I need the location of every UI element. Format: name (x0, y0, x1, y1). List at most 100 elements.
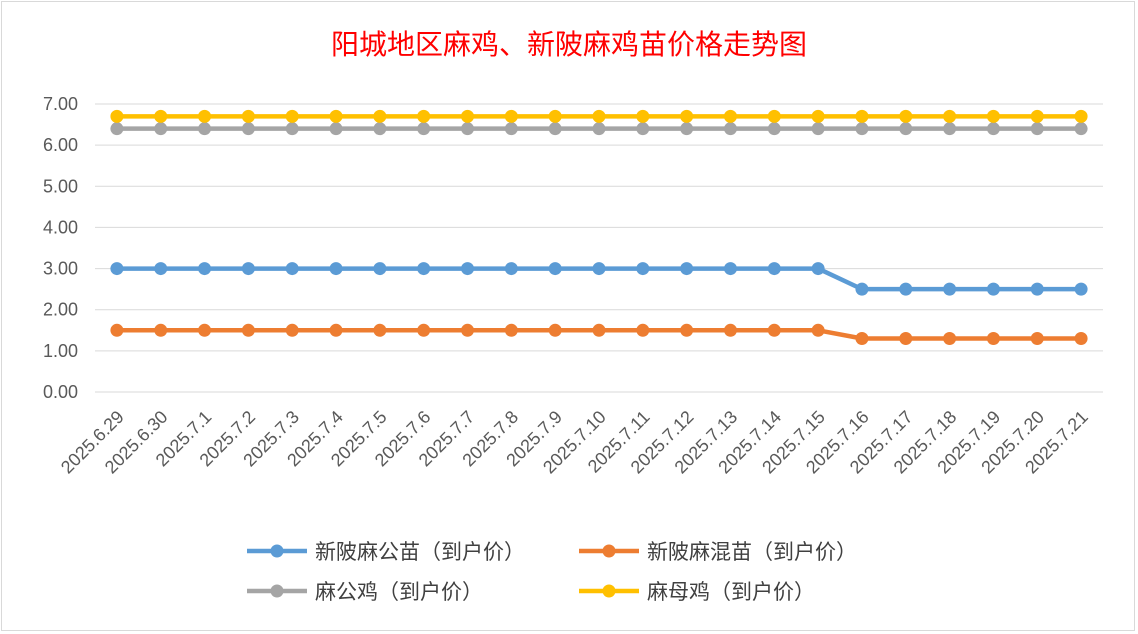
data-point (899, 122, 913, 136)
data-point (461, 262, 475, 276)
data-point (855, 332, 869, 346)
legend-item: 麻母鸡（到户价） (579, 580, 815, 604)
data-point (241, 262, 255, 276)
y-tick-label: 2.00 (43, 300, 78, 320)
y-tick-label: 4.00 (43, 217, 78, 237)
data-point (1030, 282, 1044, 296)
data-point (943, 122, 957, 136)
gridlines (95, 103, 1103, 393)
data-point (767, 109, 781, 123)
data-point (110, 323, 124, 337)
data-point (198, 323, 212, 337)
data-point (636, 262, 650, 276)
data-point (855, 122, 869, 136)
legend-label: 麻母鸡（到户价） (647, 580, 815, 604)
data-point (241, 109, 255, 123)
data-point (1074, 109, 1088, 123)
series-1 (110, 323, 1088, 346)
data-point (767, 122, 781, 136)
data-point (417, 109, 431, 123)
data-point (811, 122, 825, 136)
data-point (373, 323, 387, 337)
data-point (943, 282, 957, 296)
y-tick-label: 0.00 (43, 382, 78, 402)
y-axis-ticks: 0.00 1.00 2.00 3.00 4.00 5.00 6.00 7.00 (43, 94, 78, 402)
x-axis-ticks: 2025.6.292025.6.302025.7.12025.7.22025.7… (57, 407, 1092, 478)
series-3 (110, 109, 1088, 123)
legend-label: 麻公鸡（到户价） (315, 580, 483, 604)
data-point (680, 262, 694, 276)
data-point (592, 122, 606, 136)
data-point (811, 109, 825, 123)
data-point (285, 262, 299, 276)
data-point (504, 122, 518, 136)
data-point (592, 109, 606, 123)
legend-label: 新陂麻公苗（到户价） (315, 540, 525, 564)
data-point (1030, 109, 1044, 123)
data-point (504, 323, 518, 337)
data-point (461, 122, 475, 136)
data-point (154, 262, 168, 276)
data-point (636, 109, 650, 123)
data-point (723, 323, 737, 337)
data-point (373, 109, 387, 123)
data-point (767, 262, 781, 276)
data-point (373, 262, 387, 276)
data-point (417, 262, 431, 276)
y-tick-label: 5.00 (43, 176, 78, 196)
data-point (1074, 332, 1088, 346)
data-point (504, 109, 518, 123)
data-point (154, 323, 168, 337)
data-point (461, 109, 475, 123)
data-point (723, 122, 737, 136)
data-point (329, 262, 343, 276)
data-point (592, 323, 606, 337)
data-point (899, 282, 913, 296)
data-point (548, 323, 562, 337)
data-point (548, 109, 562, 123)
data-point (811, 262, 825, 276)
data-point (636, 323, 650, 337)
data-point (1030, 332, 1044, 346)
data-point (1074, 122, 1088, 136)
y-tick-label: 3.00 (43, 259, 78, 279)
series-0 (110, 262, 1088, 296)
y-tick-label: 1.00 (43, 341, 78, 361)
data-point (680, 122, 694, 136)
data-point (986, 122, 1000, 136)
data-point (855, 109, 869, 123)
data-point (285, 122, 299, 136)
legend-swatch-marker (270, 584, 284, 598)
data-point (636, 122, 650, 136)
data-point (241, 122, 255, 136)
legend-item: 麻公鸡（到户价） (247, 580, 483, 604)
data-point (198, 122, 212, 136)
y-tick-label: 6.00 (43, 135, 78, 155)
data-point (154, 122, 168, 136)
data-point (1074, 282, 1088, 296)
y-tick-label: 7.00 (43, 94, 78, 114)
data-point (986, 332, 1000, 346)
data-point (329, 323, 343, 337)
data-point (855, 282, 869, 296)
data-point (548, 262, 562, 276)
data-point (986, 109, 1000, 123)
data-point (899, 332, 913, 346)
data-point (461, 323, 475, 337)
data-point (329, 122, 343, 136)
legend: 新陂麻公苗（到户价） 新陂麻混苗（到户价） 麻公鸡（到户价） 麻母鸡（到户价） (247, 540, 857, 604)
data-point (592, 262, 606, 276)
data-point (285, 323, 299, 337)
data-point (417, 323, 431, 337)
data-point (198, 262, 212, 276)
data-point (943, 332, 957, 346)
data-point (723, 262, 737, 276)
legend-item: 新陂麻公苗（到户价） (247, 540, 525, 564)
data-point (811, 323, 825, 337)
legend-swatch-marker (602, 584, 616, 598)
data-point (899, 109, 913, 123)
data-point (241, 323, 255, 337)
data-point (680, 109, 694, 123)
data-point (504, 262, 518, 276)
